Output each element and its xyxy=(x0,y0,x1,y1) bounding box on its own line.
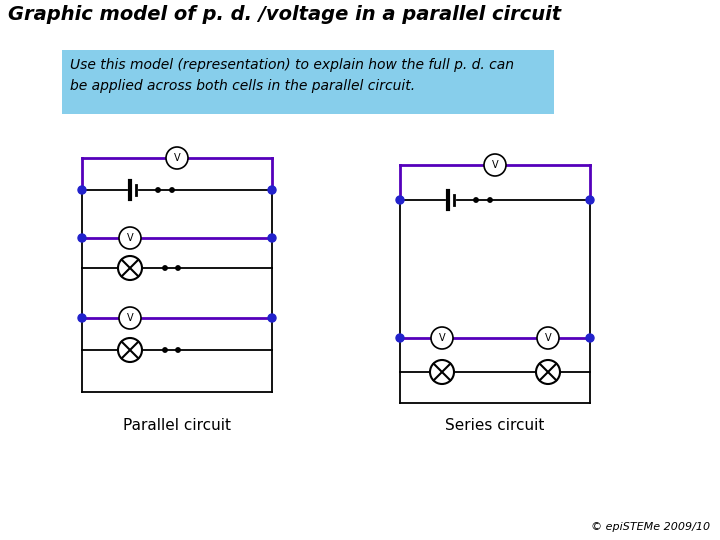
Text: V: V xyxy=(174,153,180,163)
Text: Series circuit: Series circuit xyxy=(445,418,545,433)
Circle shape xyxy=(170,188,174,192)
FancyBboxPatch shape xyxy=(62,50,554,114)
Circle shape xyxy=(78,186,86,194)
Circle shape xyxy=(586,334,594,342)
Text: © epiSTEMe 2009/10: © epiSTEMe 2009/10 xyxy=(591,522,710,532)
Circle shape xyxy=(488,198,492,202)
Text: V: V xyxy=(545,333,552,343)
Circle shape xyxy=(156,188,160,192)
Circle shape xyxy=(78,234,86,242)
Circle shape xyxy=(268,186,276,194)
Text: Graphic model of p. d. /voltage in a parallel circuit: Graphic model of p. d. /voltage in a par… xyxy=(8,5,561,24)
Circle shape xyxy=(163,266,167,270)
Circle shape xyxy=(176,348,180,352)
Circle shape xyxy=(78,314,86,322)
Circle shape xyxy=(586,196,594,204)
Circle shape xyxy=(396,334,404,342)
Circle shape xyxy=(431,327,453,349)
Circle shape xyxy=(118,338,142,362)
Circle shape xyxy=(118,256,142,280)
Circle shape xyxy=(163,348,167,352)
Circle shape xyxy=(119,227,141,249)
Text: V: V xyxy=(438,333,445,343)
Circle shape xyxy=(537,327,559,349)
Text: V: V xyxy=(127,313,133,323)
Text: V: V xyxy=(492,160,498,170)
Circle shape xyxy=(119,307,141,329)
Circle shape xyxy=(536,360,560,384)
Text: V: V xyxy=(127,233,133,243)
Circle shape xyxy=(268,234,276,242)
Text: Parallel circuit: Parallel circuit xyxy=(123,418,231,433)
Circle shape xyxy=(430,360,454,384)
Circle shape xyxy=(166,147,188,169)
Circle shape xyxy=(484,154,506,176)
Circle shape xyxy=(176,266,180,270)
Circle shape xyxy=(268,314,276,322)
Circle shape xyxy=(396,196,404,204)
Circle shape xyxy=(474,198,478,202)
Text: Use this model (representation) to explain how the full p. d. can
be applied acr: Use this model (representation) to expla… xyxy=(70,58,514,92)
